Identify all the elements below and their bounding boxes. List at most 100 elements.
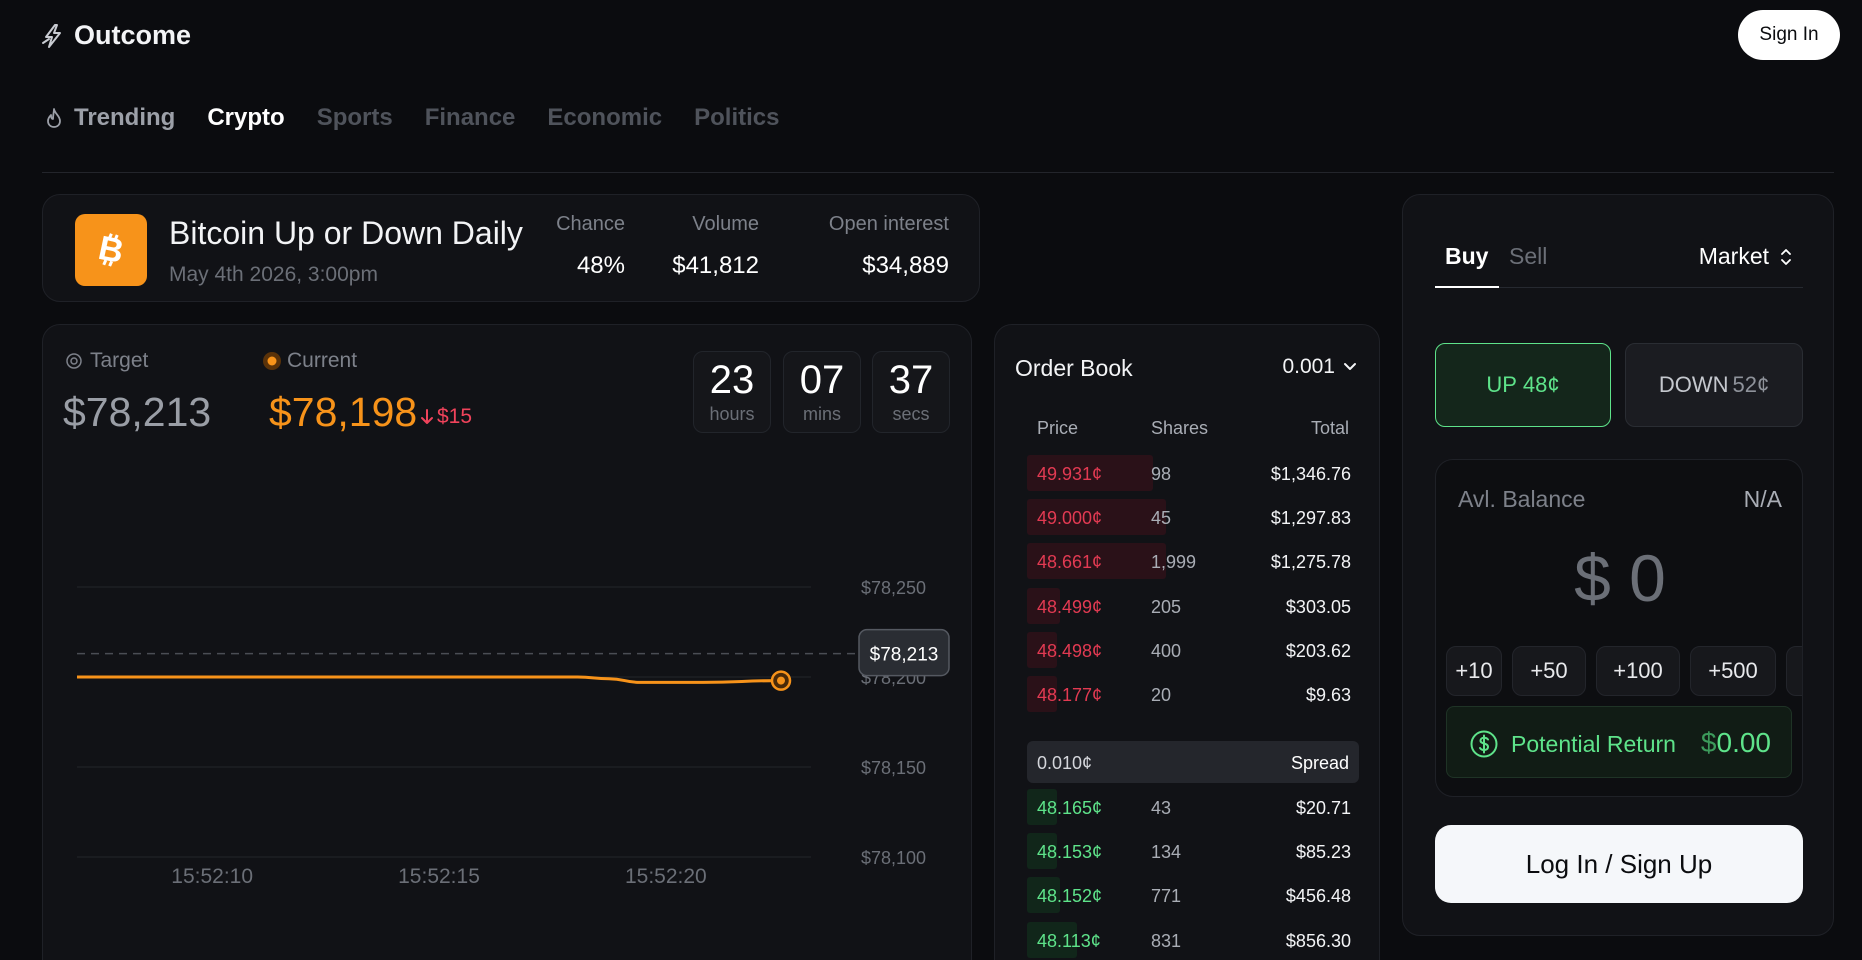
tab-buy[interactable]: Buy (1445, 243, 1489, 269)
quick-amount-50[interactable]: +50 (1512, 646, 1586, 696)
ask-shares: 205 (1151, 596, 1182, 617)
lightning-logo-icon (42, 23, 61, 48)
market-date: May 4th 2026, 3:00pm (169, 263, 378, 286)
bid-total: $856.30 (1285, 930, 1351, 951)
chevron-up-down-icon (1781, 248, 1791, 265)
bid-shares: 831 (1151, 930, 1182, 951)
potential-return-currency: $ (1700, 727, 1717, 758)
logo-text: Outcome (74, 20, 192, 50)
up-price: 48¢ (1522, 372, 1560, 397)
bid-row[interactable]: 48.153¢ 134 $85.23 (1027, 831, 1359, 871)
spread-label: Spread (1290, 753, 1349, 773)
tab-finance[interactable]: Finance (424, 104, 516, 131)
logo[interactable]: Outcome (40, 20, 191, 51)
ask-price: 49.000¢ (1037, 508, 1103, 529)
price-delta: $15 (419, 405, 472, 429)
sign-in-button[interactable]: Sign In (1738, 10, 1840, 60)
bid-shares: 771 (1151, 886, 1182, 907)
trade-panel: Buy Sell Market UP 48¢ DOWN 52¢ Avl. Bal… (1402, 194, 1834, 936)
live-dot-icon (263, 352, 281, 370)
volume-label: Volume (692, 213, 759, 235)
tab-politics[interactable]: Politics (694, 104, 780, 131)
bid-row[interactable]: 48.152¢ 771 $456.48 (1027, 875, 1359, 915)
ask-row[interactable]: 49.931¢ 98 $1,346.76 (1027, 453, 1359, 493)
ask-row[interactable]: 48.177¢ 20 $9.63 (1027, 674, 1359, 714)
ask-price: 48.177¢ (1037, 685, 1103, 705)
tab-sports[interactable]: Sports (316, 104, 393, 131)
bid-depth-bar (1027, 789, 1057, 825)
target-label-row: Target (65, 349, 148, 373)
ask-price: 48.661¢ (1037, 552, 1103, 573)
balance-box: Avl. Balance N/A $ 0 +10 +50 +100 +500 P… (1435, 459, 1803, 797)
bid-price: 48.153¢ (1037, 842, 1103, 863)
login-signup-button[interactable]: Log In / Sign Up (1435, 825, 1803, 903)
timer-secs-label: secs (892, 404, 930, 424)
quick-amount-10[interactable]: +10 (1446, 646, 1502, 696)
tick-size-value: 0.001 (1282, 355, 1335, 378)
quick-amount-more[interactable] (1786, 646, 1802, 696)
bid-shares: 43 (1151, 798, 1172, 818)
timer-hours: 23 hours (693, 351, 771, 433)
tab-trending-label: Trending (74, 104, 176, 131)
tab-economic[interactable]: Economic (547, 104, 663, 131)
ask-shares: 98 (1151, 464, 1172, 484)
ask-price: 49.931¢ (1037, 464, 1103, 484)
y-tick-label: $78,250 (861, 578, 926, 598)
order-type-select[interactable]: Market (1699, 243, 1793, 270)
bid-price: 48.165¢ (1037, 798, 1103, 818)
quick-amount-100[interactable]: +100 (1596, 646, 1680, 696)
timer-mins-label: mins (802, 404, 841, 424)
tab-trending[interactable]: Trending (44, 104, 175, 132)
ask-depth-bar (1027, 455, 1154, 491)
market-title: Bitcoin Up or Down Daily (169, 215, 523, 251)
ask-shares: 1,999 (1151, 552, 1197, 573)
target-icon (66, 353, 82, 369)
down-outcome-button[interactable]: DOWN 52¢ (1625, 343, 1803, 427)
timer-hours-value: 23 (709, 358, 755, 402)
bid-row[interactable]: 48.165¢ 43 $20.71 (1027, 787, 1359, 827)
timer-hours-label: hours (709, 404, 755, 424)
ask-row[interactable]: 49.000¢ 45 $1,297.83 (1027, 497, 1359, 537)
tab-sell[interactable]: Sell (1509, 243, 1548, 269)
timer-secs: 37 secs (872, 351, 950, 433)
tab-crypto[interactable]: Crypto (207, 104, 285, 131)
quick-amount-500[interactable]: +500 (1690, 646, 1776, 696)
bitcoin-icon: B (75, 214, 147, 286)
current-label-row: Current (261, 349, 357, 373)
tick-size-select[interactable]: 0.001 (1282, 355, 1357, 379)
current-price-dot-core (777, 676, 785, 685)
spread-row: 0.010¢ Spread (1027, 741, 1359, 783)
ask-row[interactable]: 48.498¢ 400 $203.62 (1027, 630, 1359, 670)
ask-total: $303.05 (1285, 596, 1351, 617)
ask-row[interactable]: 48.499¢ 205 $303.05 (1027, 586, 1359, 626)
current-price: $78,198 (269, 389, 418, 435)
bid-price: 48.113¢ (1037, 930, 1101, 951)
order-book-title: Order Book (1015, 355, 1133, 381)
flame-icon (47, 108, 61, 128)
bid-depth-bar (1027, 921, 1077, 958)
volume-value: $41,812 (672, 252, 759, 279)
order-type-value: Market (1698, 243, 1769, 269)
arrow-down-icon (421, 409, 433, 424)
ask-row[interactable]: 48.661¢ 1,999 $1,275.78 (1027, 541, 1359, 581)
bid-depth-bar (1027, 877, 1061, 914)
down-price: 52¢ (1732, 372, 1770, 397)
potential-return-label: Potential Return (1511, 731, 1676, 757)
balance-label: Avl. Balance (1458, 486, 1586, 512)
col-price: Price (1037, 418, 1079, 438)
ask-shares: 20 (1151, 685, 1172, 705)
target-badge (858, 628, 950, 677)
bid-row[interactable]: 48.113¢ 831 $856.30 (1027, 920, 1359, 960)
potential-return-amount: 0.00 (1716, 727, 1772, 758)
amount-input[interactable]: $ 0 (1574, 541, 1666, 615)
open-interest-value: $34,889 (862, 252, 949, 279)
ask-total: $1,275.78 (1270, 552, 1351, 573)
bid-shares: 134 (1151, 842, 1182, 863)
y-tick-label: $78,100 (861, 848, 926, 868)
up-label: UP (1486, 372, 1517, 397)
price-chart-card: Target $78,213 Current $78,198 $15 23 ho… (42, 324, 972, 960)
ask-depth-bar (1027, 587, 1061, 624)
timer-secs-value: 37 (888, 358, 934, 402)
up-outcome-button[interactable]: UP 48¢ (1435, 343, 1611, 427)
timer-mins: 07 mins (783, 351, 861, 433)
